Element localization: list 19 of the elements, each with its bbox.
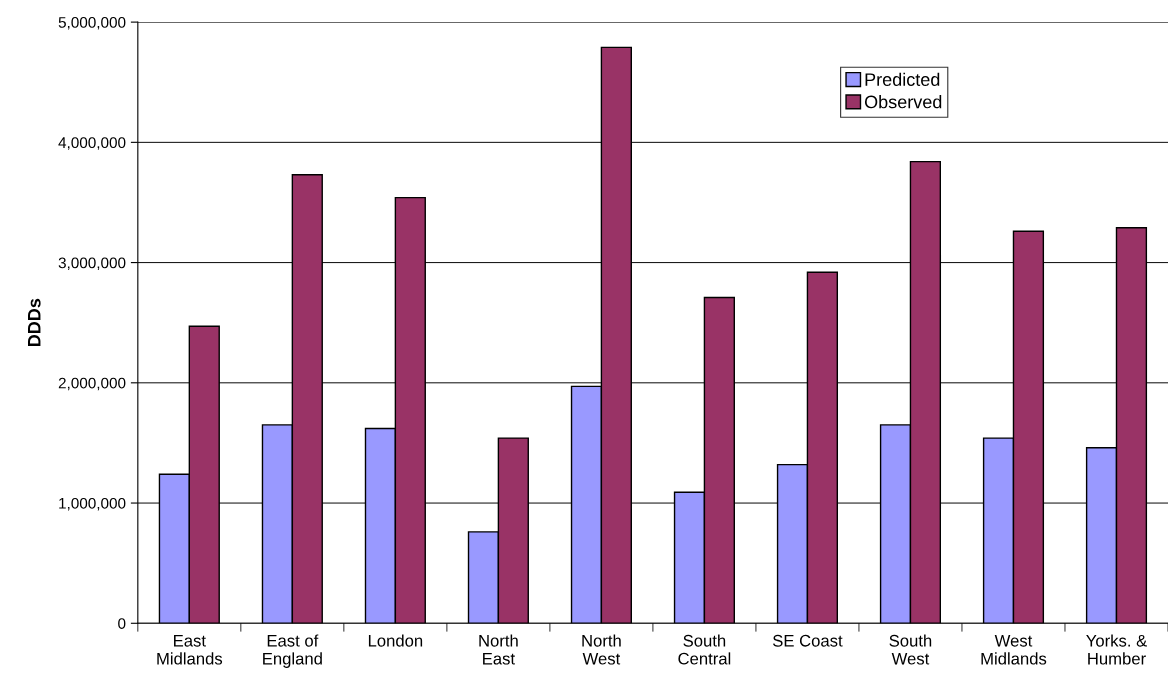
x-tick-label: North West [582,634,621,665]
x-tick-label: London [368,634,423,647]
x-tick-label: East Midlands [157,635,223,665]
y-tick-label: 0 [118,618,126,629]
x-tick-label: South West [889,634,932,665]
x-tick-label: Yorks. & Humber [1086,634,1147,665]
y-tick-label: 2,000,000 [58,377,126,391]
x-tick-label: East of England [263,634,322,668]
y-tick-label: 4,000,000 [58,137,126,150]
x-tick-label: North East [479,634,518,665]
y-tick-label: 1,000,000 [59,497,126,511]
y-tick-label: 3,000,000 [58,257,126,271]
x-tick-label: South Central [678,634,731,665]
legend-label: Predicted [865,72,940,86]
x-tick-label: SE Coast [773,634,843,647]
x-tick-label: West Midlands [981,635,1047,665]
legend-label: Observed [864,95,942,109]
y-axis-title: DDDs [28,298,41,347]
y-tick-label: 5,000,000 [58,16,126,30]
